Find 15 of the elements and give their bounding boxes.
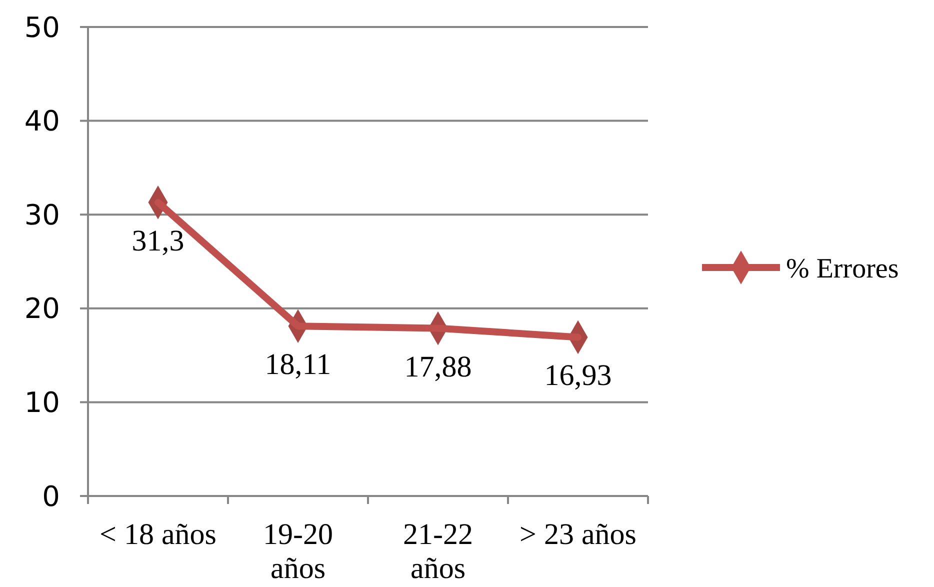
y-tick-label: 30	[24, 198, 60, 232]
x-tick-label: 19-20 años	[263, 518, 333, 585]
y-tick-label: 20	[24, 292, 60, 326]
data-label: 17,88	[404, 350, 472, 384]
data-label: 31,3	[132, 224, 184, 258]
legend-label: % Errores	[786, 253, 899, 284]
y-tick-label: 10	[24, 386, 60, 419]
y-tick-label: 40	[24, 104, 60, 138]
x-tick-label: > 23 años	[520, 518, 636, 551]
data-label: 18,11	[264, 348, 332, 382]
y-tick-label: 50	[24, 10, 60, 44]
y-tick-label: 0	[42, 480, 60, 513]
data-label: 16,93	[544, 359, 612, 392]
x-tick-label: 21-22 años	[403, 518, 473, 585]
x-tick-label: < 18 años	[100, 518, 216, 551]
